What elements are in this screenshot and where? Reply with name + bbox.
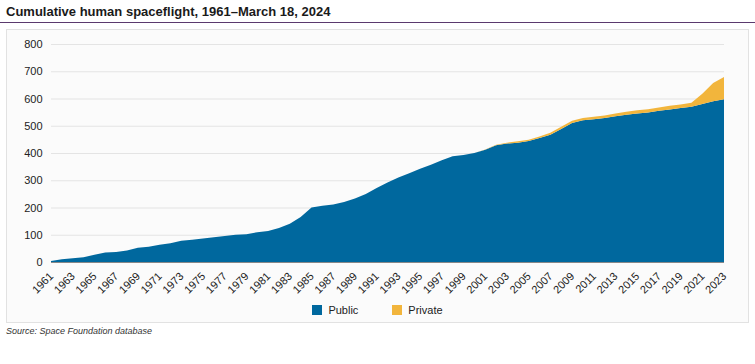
svg-text:2007: 2007 [529,270,555,296]
html-text:Cumulative human spaceflight,: Cumulative human spaceflight, 1961–March… [6,4,331,19]
svg-text:600: 600 [24,93,42,105]
svg-text:1993: 1993 [377,270,403,296]
svg-text:1963: 1963 [51,270,77,296]
svg-text:2003: 2003 [486,270,512,296]
svg-text:1981: 1981 [247,270,273,296]
svg-text:1967: 1967 [95,270,121,296]
svg-text:1977: 1977 [203,270,229,296]
svg-text:2019: 2019 [659,270,685,296]
svg-text:2005: 2005 [507,270,533,296]
svg-text:2011: 2011 [573,270,598,295]
svg-text:1965: 1965 [73,270,99,296]
svg-text:2001: 2001 [464,270,490,296]
svg-text:1975: 1975 [182,270,208,296]
svg-text:1973: 1973 [160,270,186,296]
svg-text:1985: 1985 [290,270,316,296]
html-text:Public: Public [328,304,359,316]
svg-text:2013: 2013 [594,270,620,296]
svg-text:300: 300 [24,174,42,186]
svg-text:2017: 2017 [637,270,663,296]
svg-text:1983: 1983 [268,270,294,296]
svg-text:1989: 1989 [334,270,360,296]
svg-text:1997: 1997 [420,270,446,296]
svg-text:500: 500 [24,120,42,132]
svg-text:2009: 2009 [551,270,577,296]
svg-text:1969: 1969 [116,270,142,296]
svg-text:1987: 1987 [312,270,338,296]
svg-text:1995: 1995 [399,270,425,296]
svg-text:1979: 1979 [225,270,251,296]
svg-text:1961: 1961 [30,270,56,296]
svg-text:800: 800 [24,38,42,50]
svg-text:2023: 2023 [703,270,729,296]
svg-text:100: 100 [24,229,42,241]
svg-text:2021: 2021 [681,270,707,296]
svg-text:200: 200 [24,202,42,214]
html-text:Source: Space Foundation datab: Source: Space Foundation database [6,326,153,336]
html-text:Private: Private [408,304,443,316]
svg-text:2015: 2015 [616,270,642,296]
svg-text:0: 0 [36,256,42,268]
svg-text:700: 700 [24,65,42,77]
svg-text:1999: 1999 [442,270,468,296]
svg-text:400: 400 [24,147,42,159]
svg-text:1991: 1991 [355,270,381,296]
svg-text:1971: 1971 [138,270,164,296]
